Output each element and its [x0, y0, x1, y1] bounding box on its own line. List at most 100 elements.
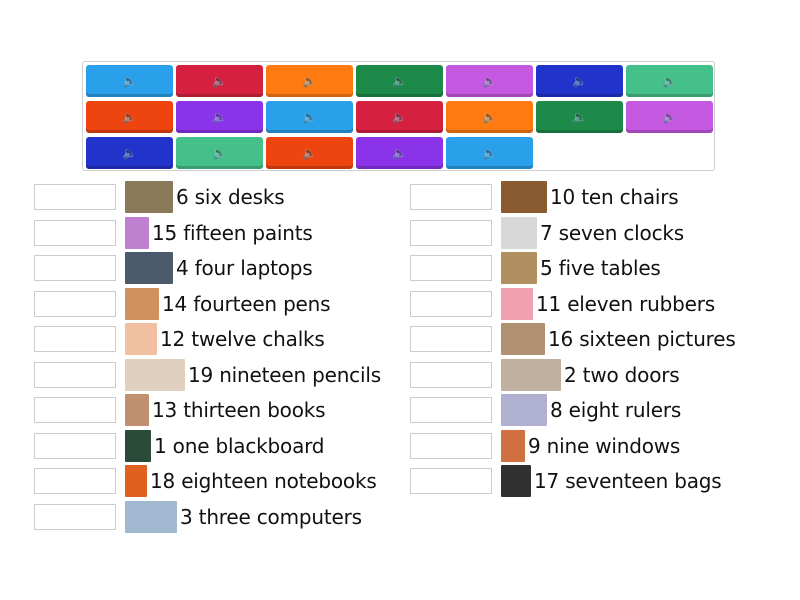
speaker-icon: 🔈	[212, 110, 227, 124]
drop-target-box[interactable]	[410, 468, 492, 494]
item-label: 16 sixteen pictures	[548, 327, 736, 351]
match-row: 11 eleven rubbers	[410, 287, 715, 320]
item-label: 15 fifteen paints	[152, 220, 313, 245]
speaker-icon: 🔈	[482, 146, 497, 160]
match-row: 7 seven clocks	[410, 216, 684, 249]
match-row: 17 seventeen bags	[410, 465, 722, 497]
match-row: 3 three computers	[34, 500, 362, 533]
sound-button[interactable]: 🔈	[626, 101, 713, 133]
item-label: 11 eleven rubbers	[536, 291, 715, 316]
sound-button[interactable]: 🔈	[266, 101, 353, 133]
speaker-icon: 🔈	[122, 110, 137, 124]
match-row: 8 eight rulers	[410, 394, 681, 426]
drop-target-box[interactable]	[34, 184, 116, 210]
books-image	[125, 394, 149, 426]
match-row: 13 thirteen books	[34, 394, 326, 426]
drop-target-box[interactable]	[34, 219, 116, 246]
item-label: 6 six desks	[176, 185, 285, 209]
speaker-icon: 🔈	[572, 74, 587, 88]
speaker-icon: 🔈	[662, 74, 677, 88]
drop-target-box[interactable]	[34, 503, 116, 530]
sound-button[interactable]: 🔈	[446, 137, 533, 169]
drop-target-box[interactable]	[34, 290, 116, 317]
speaker-icon: 🔈	[392, 110, 407, 124]
sound-button[interactable]: 🔈	[356, 65, 443, 97]
drop-target-box[interactable]	[410, 397, 492, 423]
item-label: 19 nineteen pencils	[188, 362, 381, 387]
speaker-icon: 🔈	[572, 110, 587, 124]
rubber-image	[501, 287, 533, 320]
sound-button[interactable]: 🔈	[176, 101, 263, 133]
doors-image	[501, 358, 561, 391]
match-row: 14 fourteen pens	[34, 287, 331, 320]
item-label: 13 thirteen books	[152, 398, 326, 422]
item-label: 14 fourteen pens	[162, 291, 331, 316]
sound-button[interactable]: 🔈	[536, 101, 623, 133]
speaker-icon: 🔈	[302, 146, 317, 160]
sound-button-grid: 🔈 🔈 🔈 🔈 🔈 🔈 🔈 🔈 🔈 🔈 🔈 🔈 🔈 🔈 🔈 🔈 🔈 🔈 🔈	[82, 61, 715, 171]
speaker-icon: 🔈	[122, 146, 137, 160]
match-row: 12 twelve chalks	[34, 323, 325, 355]
speaker-icon: 🔈	[392, 74, 407, 88]
match-row: 2 two doors	[410, 358, 680, 391]
drop-target-box[interactable]	[410, 219, 492, 246]
speaker-icon: 🔈	[482, 74, 497, 88]
sound-button[interactable]: 🔈	[86, 137, 173, 169]
item-label: 18 eighteen notebooks	[150, 469, 377, 493]
sound-button[interactable]: 🔈	[356, 137, 443, 169]
sound-button[interactable]: 🔈	[86, 101, 173, 133]
sound-button[interactable]: 🔈	[86, 65, 173, 97]
drop-target-box[interactable]	[34, 468, 116, 494]
item-label: 12 twelve chalks	[160, 327, 325, 351]
drop-target-box[interactable]	[410, 326, 492, 352]
match-row: 1 one blackboard	[34, 429, 325, 462]
sound-button[interactable]: 🔈	[626, 65, 713, 97]
sound-button[interactable]: 🔈	[176, 65, 263, 97]
drop-target-box[interactable]	[34, 255, 116, 281]
item-label: 5 five tables	[540, 256, 661, 280]
drop-target-box[interactable]	[410, 361, 492, 388]
speaker-icon: 🔈	[482, 110, 497, 124]
match-row: 15 fifteen paints	[34, 216, 313, 249]
item-label: 1 one blackboard	[154, 433, 325, 458]
speaker-icon: 🔈	[302, 110, 317, 124]
speaker-icon: 🔈	[122, 74, 137, 88]
item-label: 3 three computers	[180, 504, 362, 529]
drop-target-box[interactable]	[410, 290, 492, 317]
match-row: 4 four laptops	[34, 252, 313, 284]
match-row: 9 nine windows	[410, 429, 681, 462]
speaker-icon: 🔈	[662, 110, 677, 124]
sound-button[interactable]: 🔈	[446, 65, 533, 97]
chalks-image	[125, 323, 157, 355]
item-label: 2 two doors	[564, 362, 680, 387]
match-row: 16 sixteen pictures	[410, 323, 736, 355]
drop-target-box[interactable]	[410, 432, 492, 459]
computers-image	[125, 500, 177, 533]
speaker-icon: 🔈	[212, 74, 227, 88]
laptops-image	[125, 252, 173, 284]
speaker-icon: 🔈	[392, 146, 407, 160]
drop-target-box[interactable]	[34, 432, 116, 459]
item-label: 9 nine windows	[528, 433, 681, 458]
drop-target-box[interactable]	[410, 255, 492, 281]
sound-button[interactable]: 🔈	[266, 137, 353, 169]
match-row: 6 six desks	[34, 181, 285, 213]
drop-target-box[interactable]	[34, 361, 116, 388]
sound-button[interactable]: 🔈	[266, 65, 353, 97]
sound-button[interactable]: 🔈	[176, 137, 263, 169]
match-row: 19 nineteen pencils	[34, 358, 381, 391]
paints-image	[125, 216, 149, 249]
clock-image	[501, 216, 537, 249]
sound-button[interactable]: 🔈	[536, 65, 623, 97]
pictures-image	[501, 323, 545, 355]
drop-target-box[interactable]	[34, 397, 116, 423]
desks-image	[125, 181, 173, 213]
drop-target-box[interactable]	[410, 184, 492, 210]
sound-button[interactable]: 🔈	[356, 101, 443, 133]
tables-image	[501, 252, 537, 284]
sound-button[interactable]: 🔈	[446, 101, 533, 133]
item-label: 17 seventeen bags	[534, 469, 722, 493]
rulers-image	[501, 394, 547, 426]
drop-target-box[interactable]	[34, 326, 116, 352]
match-row: 5 five tables	[410, 252, 661, 284]
